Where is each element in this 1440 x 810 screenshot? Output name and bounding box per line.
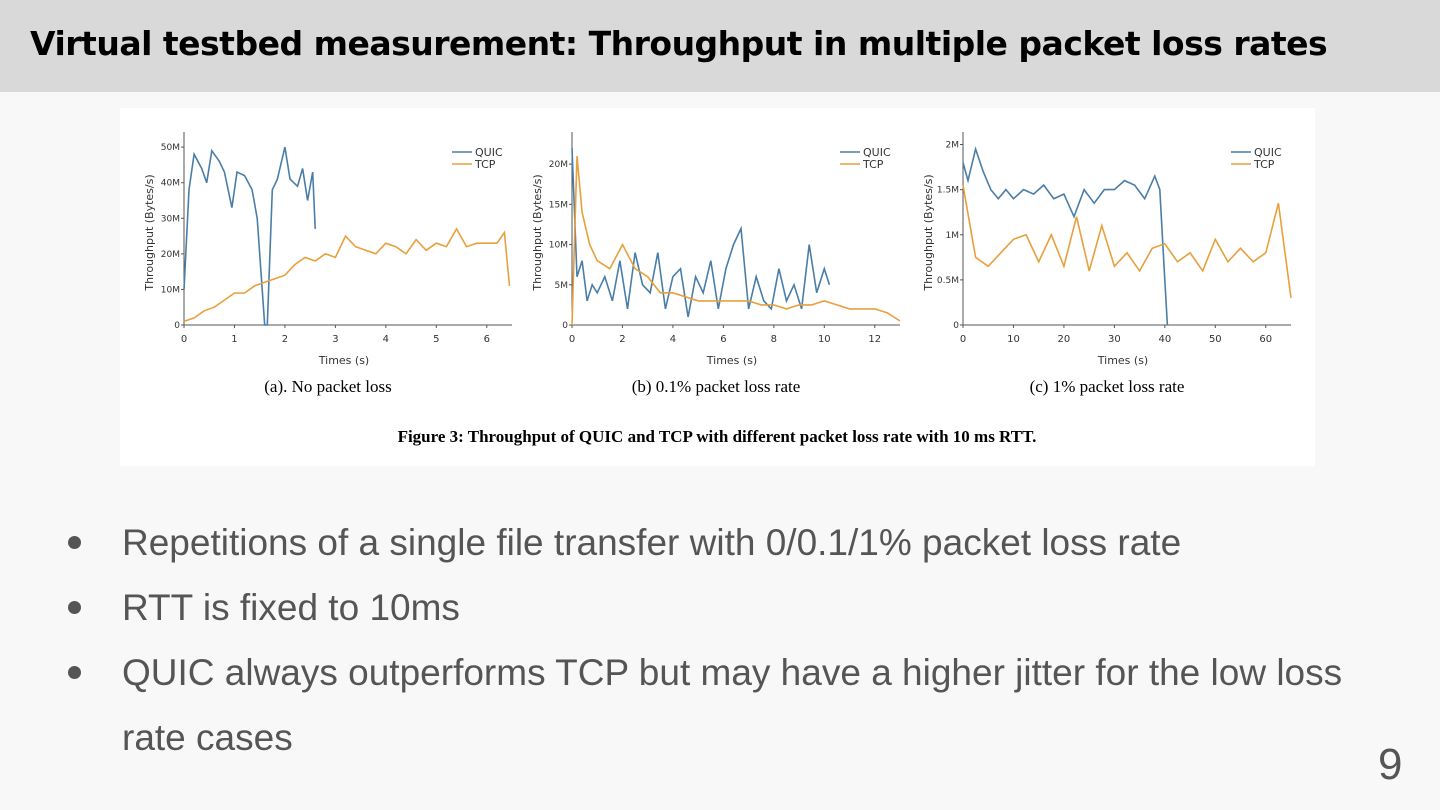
y-axis-label: Throughput (Bytes/s) <box>531 174 544 291</box>
bullet: QUIC always outperforms TCP but may have… <box>60 640 1360 770</box>
header-bar: Virtual testbed measurement: Throughput … <box>0 0 1440 92</box>
x-tick-label: 2 <box>282 334 288 345</box>
x-tick-label: 30 <box>1108 334 1121 345</box>
y-axis-label: Throughput (Bytes/s) <box>922 174 935 291</box>
x-tick-label: 20 <box>1058 334 1071 345</box>
y-tick-label: 0 <box>953 321 959 331</box>
y-tick-label: 15M <box>549 200 568 210</box>
y-tick-label: 2M <box>946 141 960 151</box>
bullet-list: Repetitions of a single file transfer wi… <box>60 510 1360 770</box>
x-tick-label: 1 <box>231 334 237 345</box>
x-tick-label: 6 <box>484 334 490 345</box>
y-tick-label: 0 <box>562 321 568 331</box>
series-line <box>962 184 1292 299</box>
y-tick-label: 1M <box>946 231 960 241</box>
y-tick-label: 50M <box>161 143 180 153</box>
figure-background <box>120 108 1315 466</box>
subplot-caption: (a). No packet loss <box>264 377 391 396</box>
x-axis-label: Times (s) <box>1097 354 1148 367</box>
slide-title: Virtual testbed measurement: Throughput … <box>30 24 1328 63</box>
series-line <box>962 146 1169 326</box>
x-tick-label: 60 <box>1259 334 1272 345</box>
legend-label: TCP <box>862 158 884 171</box>
y-tick-label: 10M <box>549 241 568 251</box>
x-tick-label: 10 <box>818 334 831 345</box>
legend-label: QUIC <box>475 146 503 159</box>
x-tick-label: 5 <box>433 334 439 345</box>
legend-label: TCP <box>1253 158 1275 171</box>
bullet: Repetitions of a single file transfer wi… <box>60 510 1360 575</box>
y-tick-label: 20M <box>161 250 180 260</box>
x-tick-label: 6 <box>720 334 726 345</box>
x-tick-label: 0 <box>181 334 187 345</box>
x-tick-label: 0 <box>569 334 575 345</box>
y-axis-label: Throughput (Bytes/s) <box>143 174 156 291</box>
x-tick-label: 40 <box>1158 334 1171 345</box>
x-tick-label: 4 <box>670 334 676 345</box>
legend-label: QUIC <box>863 146 891 159</box>
x-tick-label: 0 <box>960 334 966 345</box>
x-tick-label: 12 <box>868 334 881 345</box>
y-tick-label: 0 <box>174 321 180 331</box>
figure-caption: Figure 3: Throughput of QUIC and TCP wit… <box>398 427 1037 446</box>
bullet: RTT is fixed to 10ms <box>60 575 1360 640</box>
x-axis-label: Times (s) <box>318 354 369 367</box>
y-tick-label: 1.5M <box>937 186 959 196</box>
y-tick-label: 5M <box>555 281 569 291</box>
subplot-caption: (c) 1% packet loss rate <box>1030 377 1185 396</box>
figure: Figure 3: Throughput of QUIC and TCP wit… <box>120 108 1315 466</box>
legend-label: QUIC <box>1254 146 1282 159</box>
x-tick-label: 4 <box>383 334 389 345</box>
series-line <box>183 227 511 323</box>
x-tick-label: 8 <box>771 334 777 345</box>
x-tick-label: 2 <box>619 334 625 345</box>
y-tick-label: 10M <box>161 285 180 295</box>
subplot-caption: (b) 0.1% packet loss rate <box>632 377 801 396</box>
y-tick-label: 0.5M <box>937 276 959 286</box>
y-tick-label: 40M <box>161 179 180 189</box>
x-tick-label: 50 <box>1209 334 1222 345</box>
series-line <box>183 146 316 326</box>
series-line <box>571 147 831 318</box>
x-axis-label: Times (s) <box>706 354 757 367</box>
page-number: 9 <box>1378 740 1403 789</box>
series-line <box>571 156 901 326</box>
legend-label: TCP <box>474 158 496 171</box>
x-tick-label: 3 <box>332 334 338 345</box>
x-tick-label: 10 <box>1007 334 1020 345</box>
y-tick-label: 30M <box>161 214 180 224</box>
y-tick-label: 20M <box>549 160 568 170</box>
